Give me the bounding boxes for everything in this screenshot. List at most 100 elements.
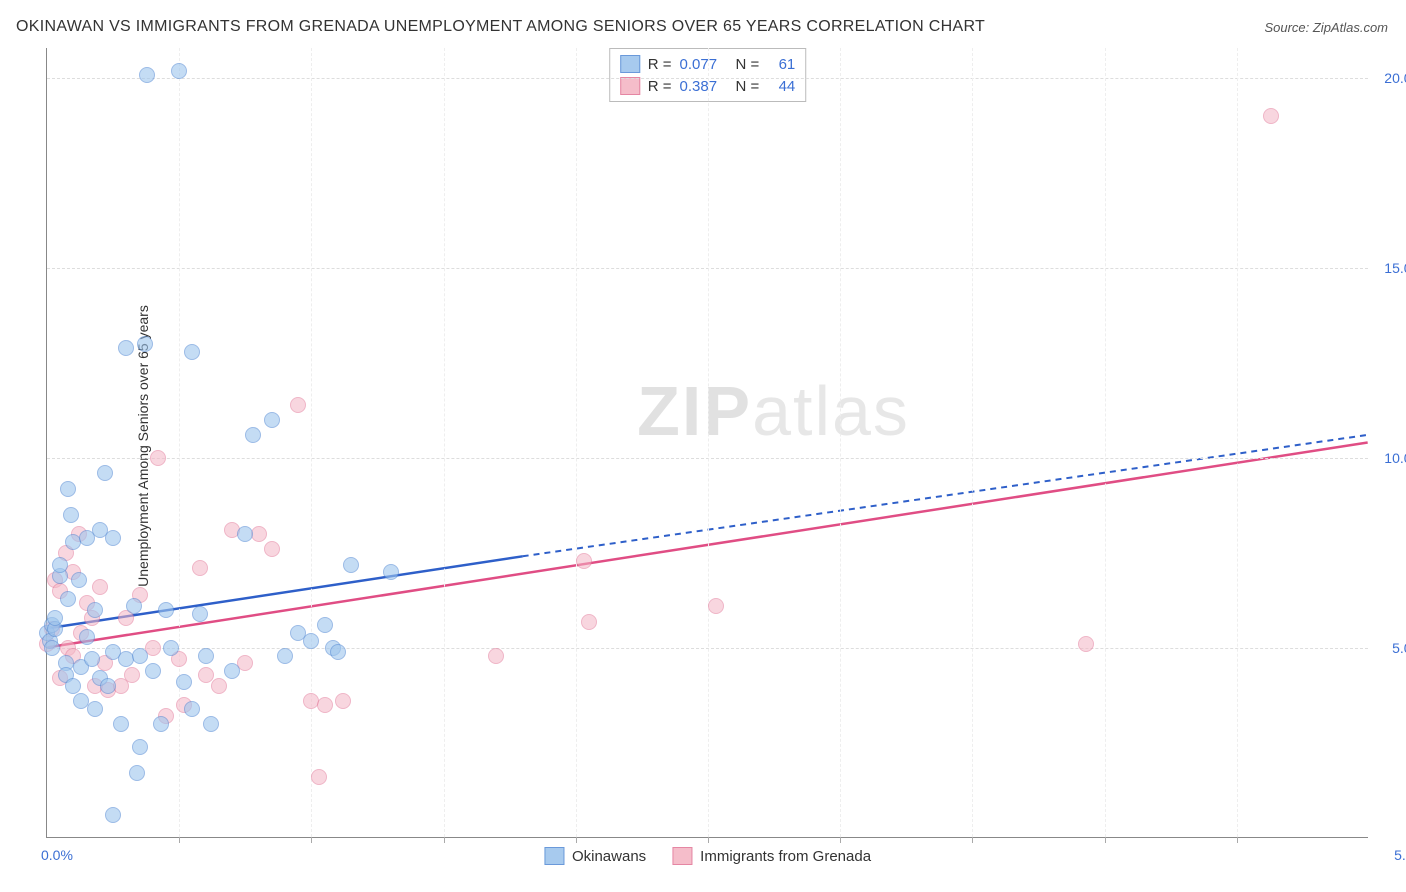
data-point bbox=[87, 701, 103, 717]
data-point bbox=[163, 640, 179, 656]
watermark-bold: ZIP bbox=[637, 372, 752, 450]
data-point bbox=[137, 336, 153, 352]
x-minor-tick bbox=[311, 837, 312, 843]
data-point bbox=[343, 557, 359, 573]
data-point bbox=[184, 344, 200, 360]
legend-swatch bbox=[672, 847, 692, 865]
r-value: 0.077 bbox=[680, 56, 728, 73]
data-point bbox=[184, 701, 200, 717]
r-label: R = bbox=[648, 56, 672, 73]
x-minor-tick bbox=[1237, 837, 1238, 843]
n-label: N = bbox=[736, 78, 760, 95]
data-point bbox=[84, 651, 100, 667]
data-point bbox=[488, 648, 504, 664]
data-point bbox=[126, 598, 142, 614]
data-point bbox=[79, 629, 95, 645]
r-label: R = bbox=[648, 78, 672, 95]
data-point bbox=[100, 678, 116, 694]
x-tick-min: 0.0% bbox=[41, 847, 73, 863]
plot-area: ZIPatlas R =0.077N =61R =0.387N =44 0.0%… bbox=[46, 48, 1368, 838]
legend-swatch bbox=[620, 77, 640, 95]
data-point bbox=[97, 465, 113, 481]
data-point bbox=[303, 633, 319, 649]
x-gridline bbox=[444, 48, 445, 837]
data-point bbox=[65, 678, 81, 694]
watermark: ZIPatlas bbox=[637, 371, 910, 451]
n-value: 44 bbox=[767, 78, 795, 95]
data-point bbox=[237, 526, 253, 542]
data-point bbox=[1263, 108, 1279, 124]
data-point bbox=[176, 674, 192, 690]
data-point bbox=[1078, 636, 1094, 652]
data-point bbox=[145, 663, 161, 679]
legend-series-label: Okinawans bbox=[572, 848, 646, 865]
data-point bbox=[383, 564, 399, 580]
data-point bbox=[132, 739, 148, 755]
x-gridline bbox=[311, 48, 312, 837]
n-label: N = bbox=[736, 56, 760, 73]
x-minor-tick bbox=[179, 837, 180, 843]
data-point bbox=[47, 610, 63, 626]
data-point bbox=[198, 667, 214, 683]
x-minor-tick bbox=[576, 837, 577, 843]
data-point bbox=[63, 507, 79, 523]
r-value: 0.387 bbox=[680, 78, 728, 95]
data-point bbox=[105, 530, 121, 546]
data-point bbox=[330, 644, 346, 660]
legend-series-item: Immigrants from Grenada bbox=[672, 847, 871, 865]
data-point bbox=[60, 591, 76, 607]
x-gridline bbox=[1105, 48, 1106, 837]
data-point bbox=[317, 617, 333, 633]
x-minor-tick bbox=[840, 837, 841, 843]
data-point bbox=[335, 693, 351, 709]
data-point bbox=[581, 614, 597, 630]
data-point bbox=[118, 340, 134, 356]
data-point bbox=[264, 541, 280, 557]
data-point bbox=[60, 481, 76, 497]
x-gridline bbox=[1237, 48, 1238, 837]
x-minor-tick bbox=[444, 837, 445, 843]
x-gridline bbox=[840, 48, 841, 837]
data-point bbox=[52, 557, 68, 573]
x-minor-tick bbox=[972, 837, 973, 843]
source-label: Source: ZipAtlas.com bbox=[1264, 20, 1388, 35]
data-point bbox=[129, 765, 145, 781]
data-point bbox=[264, 412, 280, 428]
chart-title: OKINAWAN VS IMMIGRANTS FROM GRENADA UNEM… bbox=[16, 18, 985, 36]
x-gridline bbox=[708, 48, 709, 837]
data-point bbox=[105, 807, 121, 823]
legend-swatch bbox=[544, 847, 564, 865]
data-point bbox=[44, 640, 60, 656]
n-value: 61 bbox=[767, 56, 795, 73]
data-point bbox=[576, 553, 592, 569]
data-point bbox=[139, 67, 155, 83]
data-point bbox=[277, 648, 293, 664]
trend-line bbox=[523, 435, 1368, 556]
x-gridline bbox=[576, 48, 577, 837]
legend-series-label: Immigrants from Grenada bbox=[700, 848, 871, 865]
data-point bbox=[87, 602, 103, 618]
data-point bbox=[132, 648, 148, 664]
data-point bbox=[203, 716, 219, 732]
data-point bbox=[153, 716, 169, 732]
data-point bbox=[158, 602, 174, 618]
data-point bbox=[171, 63, 187, 79]
x-tick-max: 5.0% bbox=[1394, 847, 1406, 863]
y-tick-label: 5.0% bbox=[1374, 640, 1406, 656]
data-point bbox=[150, 450, 166, 466]
x-minor-tick bbox=[1105, 837, 1106, 843]
data-point bbox=[124, 667, 140, 683]
y-tick-label: 20.0% bbox=[1374, 70, 1406, 86]
x-gridline bbox=[972, 48, 973, 837]
data-point bbox=[245, 427, 261, 443]
data-point bbox=[198, 648, 214, 664]
y-tick-label: 15.0% bbox=[1374, 260, 1406, 276]
legend-swatch bbox=[620, 55, 640, 73]
data-point bbox=[192, 606, 208, 622]
data-point bbox=[317, 697, 333, 713]
legend-series: Okinawans Immigrants from Grenada bbox=[544, 847, 871, 865]
legend-series-item: Okinawans bbox=[544, 847, 646, 865]
watermark-light: atlas bbox=[752, 372, 910, 450]
data-point bbox=[71, 572, 87, 588]
y-tick-label: 10.0% bbox=[1374, 450, 1406, 466]
